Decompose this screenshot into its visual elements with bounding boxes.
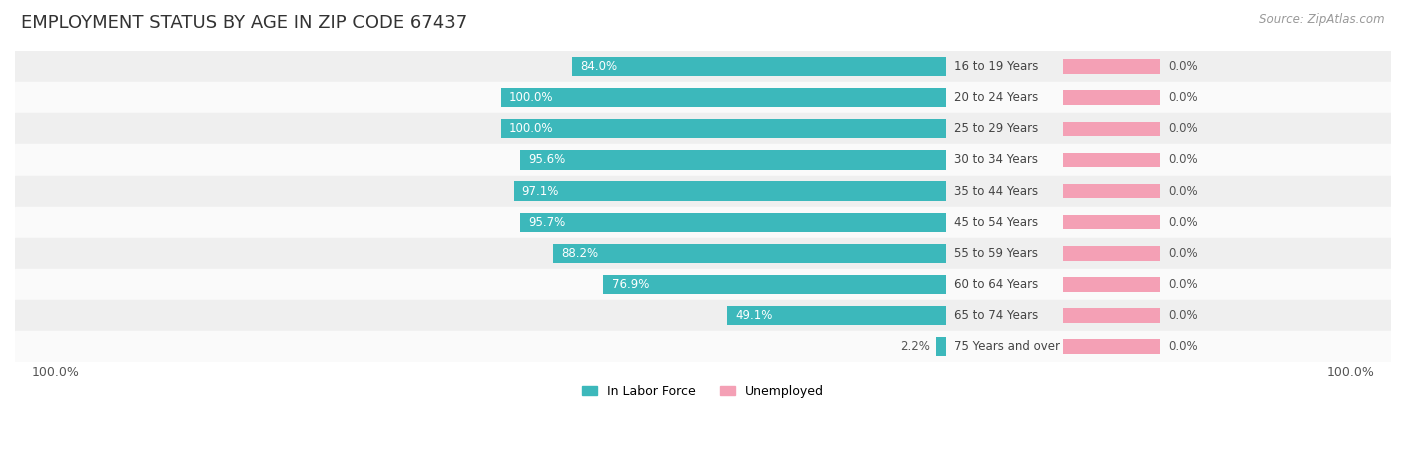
Bar (1063, 308, 1160, 323)
Text: 75 Years and over: 75 Years and over (953, 340, 1060, 353)
Text: 49.1%: 49.1% (735, 309, 773, 322)
Text: 65 to 74 Years: 65 to 74 Years (953, 309, 1038, 322)
Text: 76.9%: 76.9% (612, 278, 650, 291)
Bar (1063, 153, 1160, 167)
Bar (15, 113, 1391, 144)
Bar (15, 51, 1391, 82)
Bar (1063, 90, 1160, 105)
Text: 55 to 59 Years: 55 to 59 Years (953, 247, 1038, 260)
Text: 95.6%: 95.6% (529, 153, 565, 166)
Text: 84.0%: 84.0% (579, 60, 617, 73)
Bar (15, 331, 1391, 362)
Text: 16 to 19 Years: 16 to 19 Years (953, 60, 1038, 73)
Bar (501, 119, 946, 139)
Bar (501, 88, 946, 108)
Bar (15, 269, 1391, 300)
Legend: In Labor Force, Unemployed: In Labor Force, Unemployed (576, 380, 830, 403)
Text: 0.0%: 0.0% (1168, 153, 1198, 166)
Text: 97.1%: 97.1% (522, 184, 560, 198)
Text: 0.0%: 0.0% (1168, 309, 1198, 322)
Text: 0.0%: 0.0% (1168, 247, 1198, 260)
Bar (1063, 215, 1160, 230)
Bar (727, 306, 946, 325)
Bar (15, 176, 1391, 207)
Bar (520, 150, 946, 170)
Text: 2.2%: 2.2% (900, 340, 929, 353)
Bar (15, 144, 1391, 176)
Bar (15, 300, 1391, 331)
Text: 25 to 29 Years: 25 to 29 Years (953, 122, 1038, 135)
Text: 45 to 54 Years: 45 to 54 Years (953, 216, 1038, 229)
Text: 0.0%: 0.0% (1168, 278, 1198, 291)
Bar (936, 337, 946, 356)
Text: 30 to 34 Years: 30 to 34 Years (953, 153, 1038, 166)
Bar (603, 275, 946, 294)
Text: 95.7%: 95.7% (527, 216, 565, 229)
Bar (572, 57, 946, 76)
Text: 0.0%: 0.0% (1168, 122, 1198, 135)
Bar (513, 181, 946, 201)
Text: 20 to 24 Years: 20 to 24 Years (953, 91, 1038, 104)
Bar (1063, 122, 1160, 136)
Text: 0.0%: 0.0% (1168, 216, 1198, 229)
Text: 100.0%: 100.0% (509, 122, 553, 135)
Text: 100.0%: 100.0% (509, 91, 553, 104)
Bar (1063, 277, 1160, 292)
Text: 0.0%: 0.0% (1168, 60, 1198, 73)
Text: 60 to 64 Years: 60 to 64 Years (953, 278, 1038, 291)
Bar (1063, 246, 1160, 261)
Text: 88.2%: 88.2% (561, 247, 599, 260)
Bar (1063, 339, 1160, 354)
Bar (15, 207, 1391, 238)
Bar (1063, 59, 1160, 74)
Bar (520, 212, 946, 232)
Bar (15, 238, 1391, 269)
Text: 0.0%: 0.0% (1168, 91, 1198, 104)
Text: 0.0%: 0.0% (1168, 340, 1198, 353)
Text: Source: ZipAtlas.com: Source: ZipAtlas.com (1260, 14, 1385, 27)
Text: EMPLOYMENT STATUS BY AGE IN ZIP CODE 67437: EMPLOYMENT STATUS BY AGE IN ZIP CODE 674… (21, 14, 467, 32)
Text: 0.0%: 0.0% (1168, 184, 1198, 198)
Bar (553, 244, 946, 263)
Bar (15, 82, 1391, 113)
Text: 35 to 44 Years: 35 to 44 Years (953, 184, 1038, 198)
Bar (1063, 184, 1160, 198)
